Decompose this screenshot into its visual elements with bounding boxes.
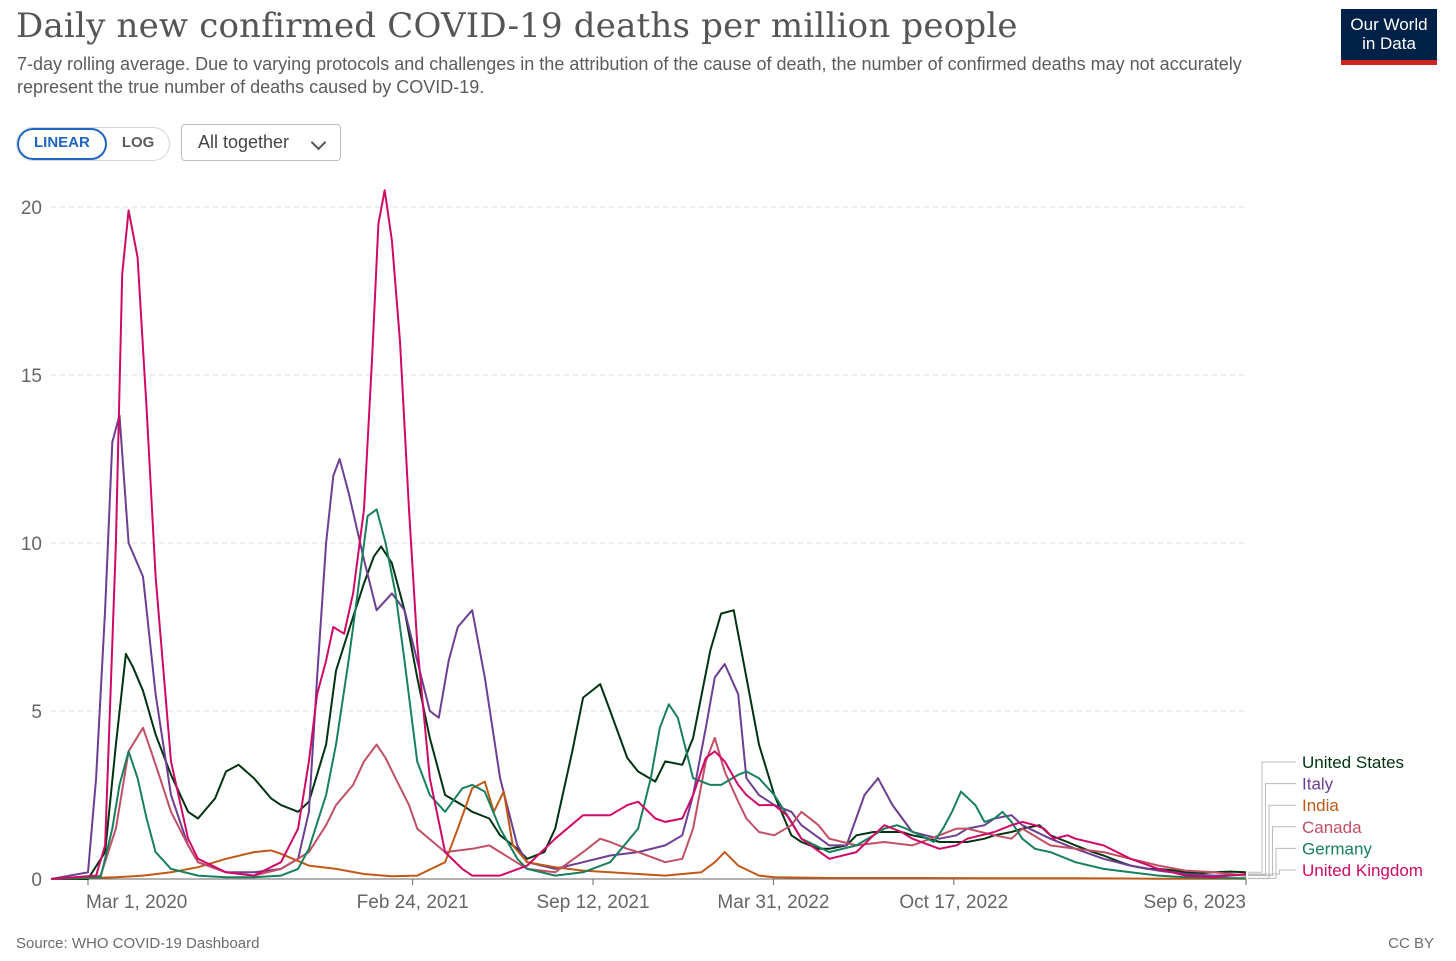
x-tick-label: Mar 1, 2020 — [86, 892, 187, 913]
series-lines — [50, 189, 1247, 880]
legend-label[interactable]: United Kingdom — [1302, 861, 1423, 880]
series-line[interactable] — [50, 726, 1247, 880]
chart-subtitle: 7-day rolling average. Due to varying pr… — [17, 54, 1242, 97]
series-line[interactable] — [50, 780, 1246, 880]
chart-title: Daily new confirmed COVID-19 deaths per … — [16, 6, 1018, 46]
log-scale-button[interactable]: LOG — [121, 134, 155, 151]
facet-dropdown[interactable]: All together — [181, 124, 341, 161]
x-axis: Mar 1, 2020 Feb 24, 2021 Sep 12, 2021 Mar 3… — [51, 878, 1247, 913]
source-note[interactable]: Source: WHO COVID-19 Dashboard — [16, 935, 260, 952]
x-tick-label: Feb 24, 2021 — [357, 892, 469, 913]
scale-toggle: LINEAR LOG — [16, 127, 171, 161]
legend: United States Italy India Canada Germany Unit… — [1248, 753, 1423, 880]
series-line[interactable] — [50, 414, 1247, 880]
legend-connector — [1248, 761, 1296, 873]
legend-connector — [1248, 869, 1296, 875]
legend-connector — [1248, 847, 1296, 879]
legend-connector — [1248, 826, 1296, 877]
x-tick-label: Mar 31, 2022 — [717, 892, 829, 913]
y-axis: 0 5 10 15 20 — [21, 198, 42, 891]
legend-label[interactable]: Canada — [1302, 818, 1362, 837]
y-tick-label: 0 — [31, 870, 42, 891]
y-tick-label: 15 — [21, 366, 42, 387]
facet-dropdown-value: All together — [198, 132, 290, 152]
series-line[interactable] — [50, 189, 1247, 880]
gridlines — [51, 206, 1246, 712]
legend-connector — [1248, 783, 1296, 876]
x-tick-label: Oct 17, 2022 — [899, 892, 1008, 913]
legend-label[interactable]: United States — [1302, 753, 1404, 772]
legend-label[interactable]: Germany — [1302, 839, 1372, 858]
legend-label[interactable]: India — [1302, 796, 1339, 815]
linear-scale-button[interactable]: LINEAR — [17, 128, 107, 160]
y-tick-label: 5 — [31, 702, 42, 723]
x-tick-label: Sep 6, 2023 — [1144, 892, 1246, 913]
series-line[interactable] — [51, 545, 1247, 880]
owid-logo[interactable]: Our World in Data — [1341, 9, 1437, 65]
logo-line-1: Our World — [1350, 15, 1428, 34]
y-tick-label: 10 — [21, 534, 42, 555]
x-tick-label: Sep 12, 2021 — [537, 892, 650, 913]
license-note[interactable]: CC BY — [1388, 935, 1434, 952]
y-tick-label: 20 — [21, 198, 42, 219]
legend-label[interactable]: Italy — [1302, 775, 1334, 794]
logo-line-2: in Data — [1362, 34, 1416, 53]
series-line[interactable] — [50, 508, 1247, 880]
